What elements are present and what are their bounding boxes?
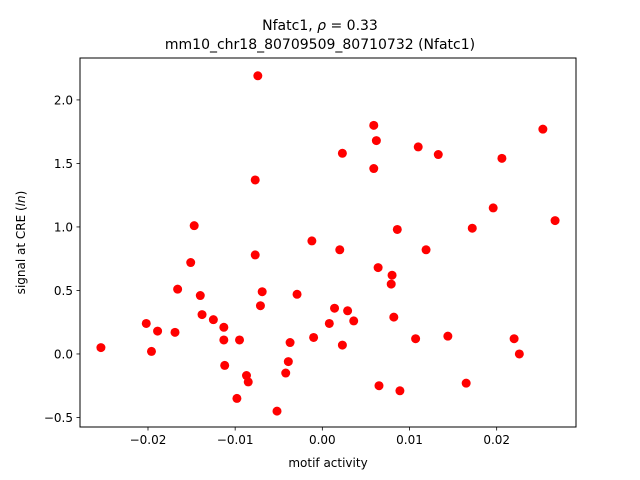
scatter-point [461, 378, 471, 388]
scatter-point [281, 368, 291, 378]
y-axis-label-suffix: ) [14, 191, 28, 196]
scatter-point [373, 263, 383, 273]
scatter-point [170, 327, 180, 337]
y-axis-label: signal at CRE (ln) [14, 191, 28, 295]
scatter-point [146, 346, 156, 356]
scatter-point [369, 164, 379, 174]
scatter-point [335, 245, 345, 255]
y-axis-label-prefix: signal at CRE ( [14, 206, 28, 294]
scatter-point [369, 120, 379, 130]
x-axis-label: motif activity [288, 456, 367, 470]
scatter-point [250, 250, 260, 260]
y-tick-label: 0.5 [54, 284, 73, 298]
scatter-point [467, 223, 477, 233]
scatter-point [195, 291, 205, 301]
chart-title-line1: Nfatc1, ρ = 0.33 [262, 18, 378, 34]
scatter-point [219, 322, 229, 332]
x-axis-ticks: −0.02 −0.01 0.00 0.01 0.02 [130, 427, 510, 447]
scatter-point [389, 312, 399, 322]
chart-title-line2: mm10_chr18_80709509_80710732 (Nfatc1) [165, 37, 475, 53]
scatter-point [219, 335, 229, 345]
scatter-point [220, 360, 230, 370]
chart-title-prefix: Nfatc1, [262, 18, 317, 34]
scatter-point [235, 335, 245, 345]
scatter-point [421, 245, 431, 255]
chart-title-rho-symbol: ρ [317, 18, 326, 34]
scatter-point [153, 326, 163, 336]
scatter-point [395, 386, 405, 396]
y-tick-label: −0.5 [44, 411, 73, 425]
scatter-point [411, 334, 421, 344]
scatter-point [285, 338, 295, 348]
scatter-point [255, 301, 265, 311]
scatter-points [96, 71, 560, 416]
x-tick-label: 0.01 [396, 433, 423, 447]
scatter-point [387, 270, 397, 280]
scatter-point [197, 310, 207, 320]
y-tick-label: 2.0 [54, 93, 73, 107]
scatter-point [309, 332, 319, 342]
scatter-point [272, 406, 282, 416]
scatter-point [250, 175, 260, 185]
scatter-point [550, 216, 560, 226]
scatter-point [307, 236, 317, 246]
scatter-point [488, 203, 498, 213]
scatter-point [208, 315, 218, 325]
scatter-point [514, 349, 524, 359]
scatter-point [96, 343, 106, 353]
scatter-point [337, 148, 347, 158]
scatter-point [413, 142, 423, 152]
scatter-point [324, 318, 334, 328]
scatter-point [433, 150, 443, 160]
y-axis-label-math: ln [14, 195, 28, 206]
scatter-point [232, 393, 242, 403]
scatter-point [349, 316, 359, 326]
scatter-point [189, 221, 199, 231]
scatter-point [443, 331, 453, 341]
x-tick-label: 0.02 [483, 433, 510, 447]
scatter-point [243, 377, 253, 387]
scatter-point [173, 284, 183, 294]
scatter-point [186, 258, 196, 268]
chart-title-rho-value: = 0.33 [326, 18, 378, 34]
scatter-point [343, 306, 353, 316]
scatter-point [538, 124, 548, 134]
scatter-point [292, 289, 302, 299]
scatter-point [386, 279, 396, 289]
y-tick-label: 1.0 [54, 220, 73, 234]
scatter-point [371, 136, 381, 146]
scatter-point [257, 287, 267, 297]
scatter-point [392, 224, 402, 234]
x-tick-label: 0.00 [309, 433, 336, 447]
y-tick-label: 0.0 [54, 347, 73, 361]
scatter-point [283, 357, 293, 367]
scatter-point [374, 381, 384, 391]
y-axis-ticks: −0.5 0.0 0.5 1.0 1.5 2.0 [44, 93, 80, 425]
x-tick-label: −0.01 [217, 433, 254, 447]
scatter-point [497, 153, 507, 163]
scatter-point [337, 340, 347, 350]
scatter-point [253, 71, 263, 81]
scatter-point [141, 318, 151, 328]
y-tick-label: 1.5 [54, 157, 73, 171]
x-tick-label: −0.02 [130, 433, 167, 447]
scatter-point [509, 334, 519, 344]
scatter-point [330, 303, 340, 313]
plot-frame [79, 57, 577, 428]
